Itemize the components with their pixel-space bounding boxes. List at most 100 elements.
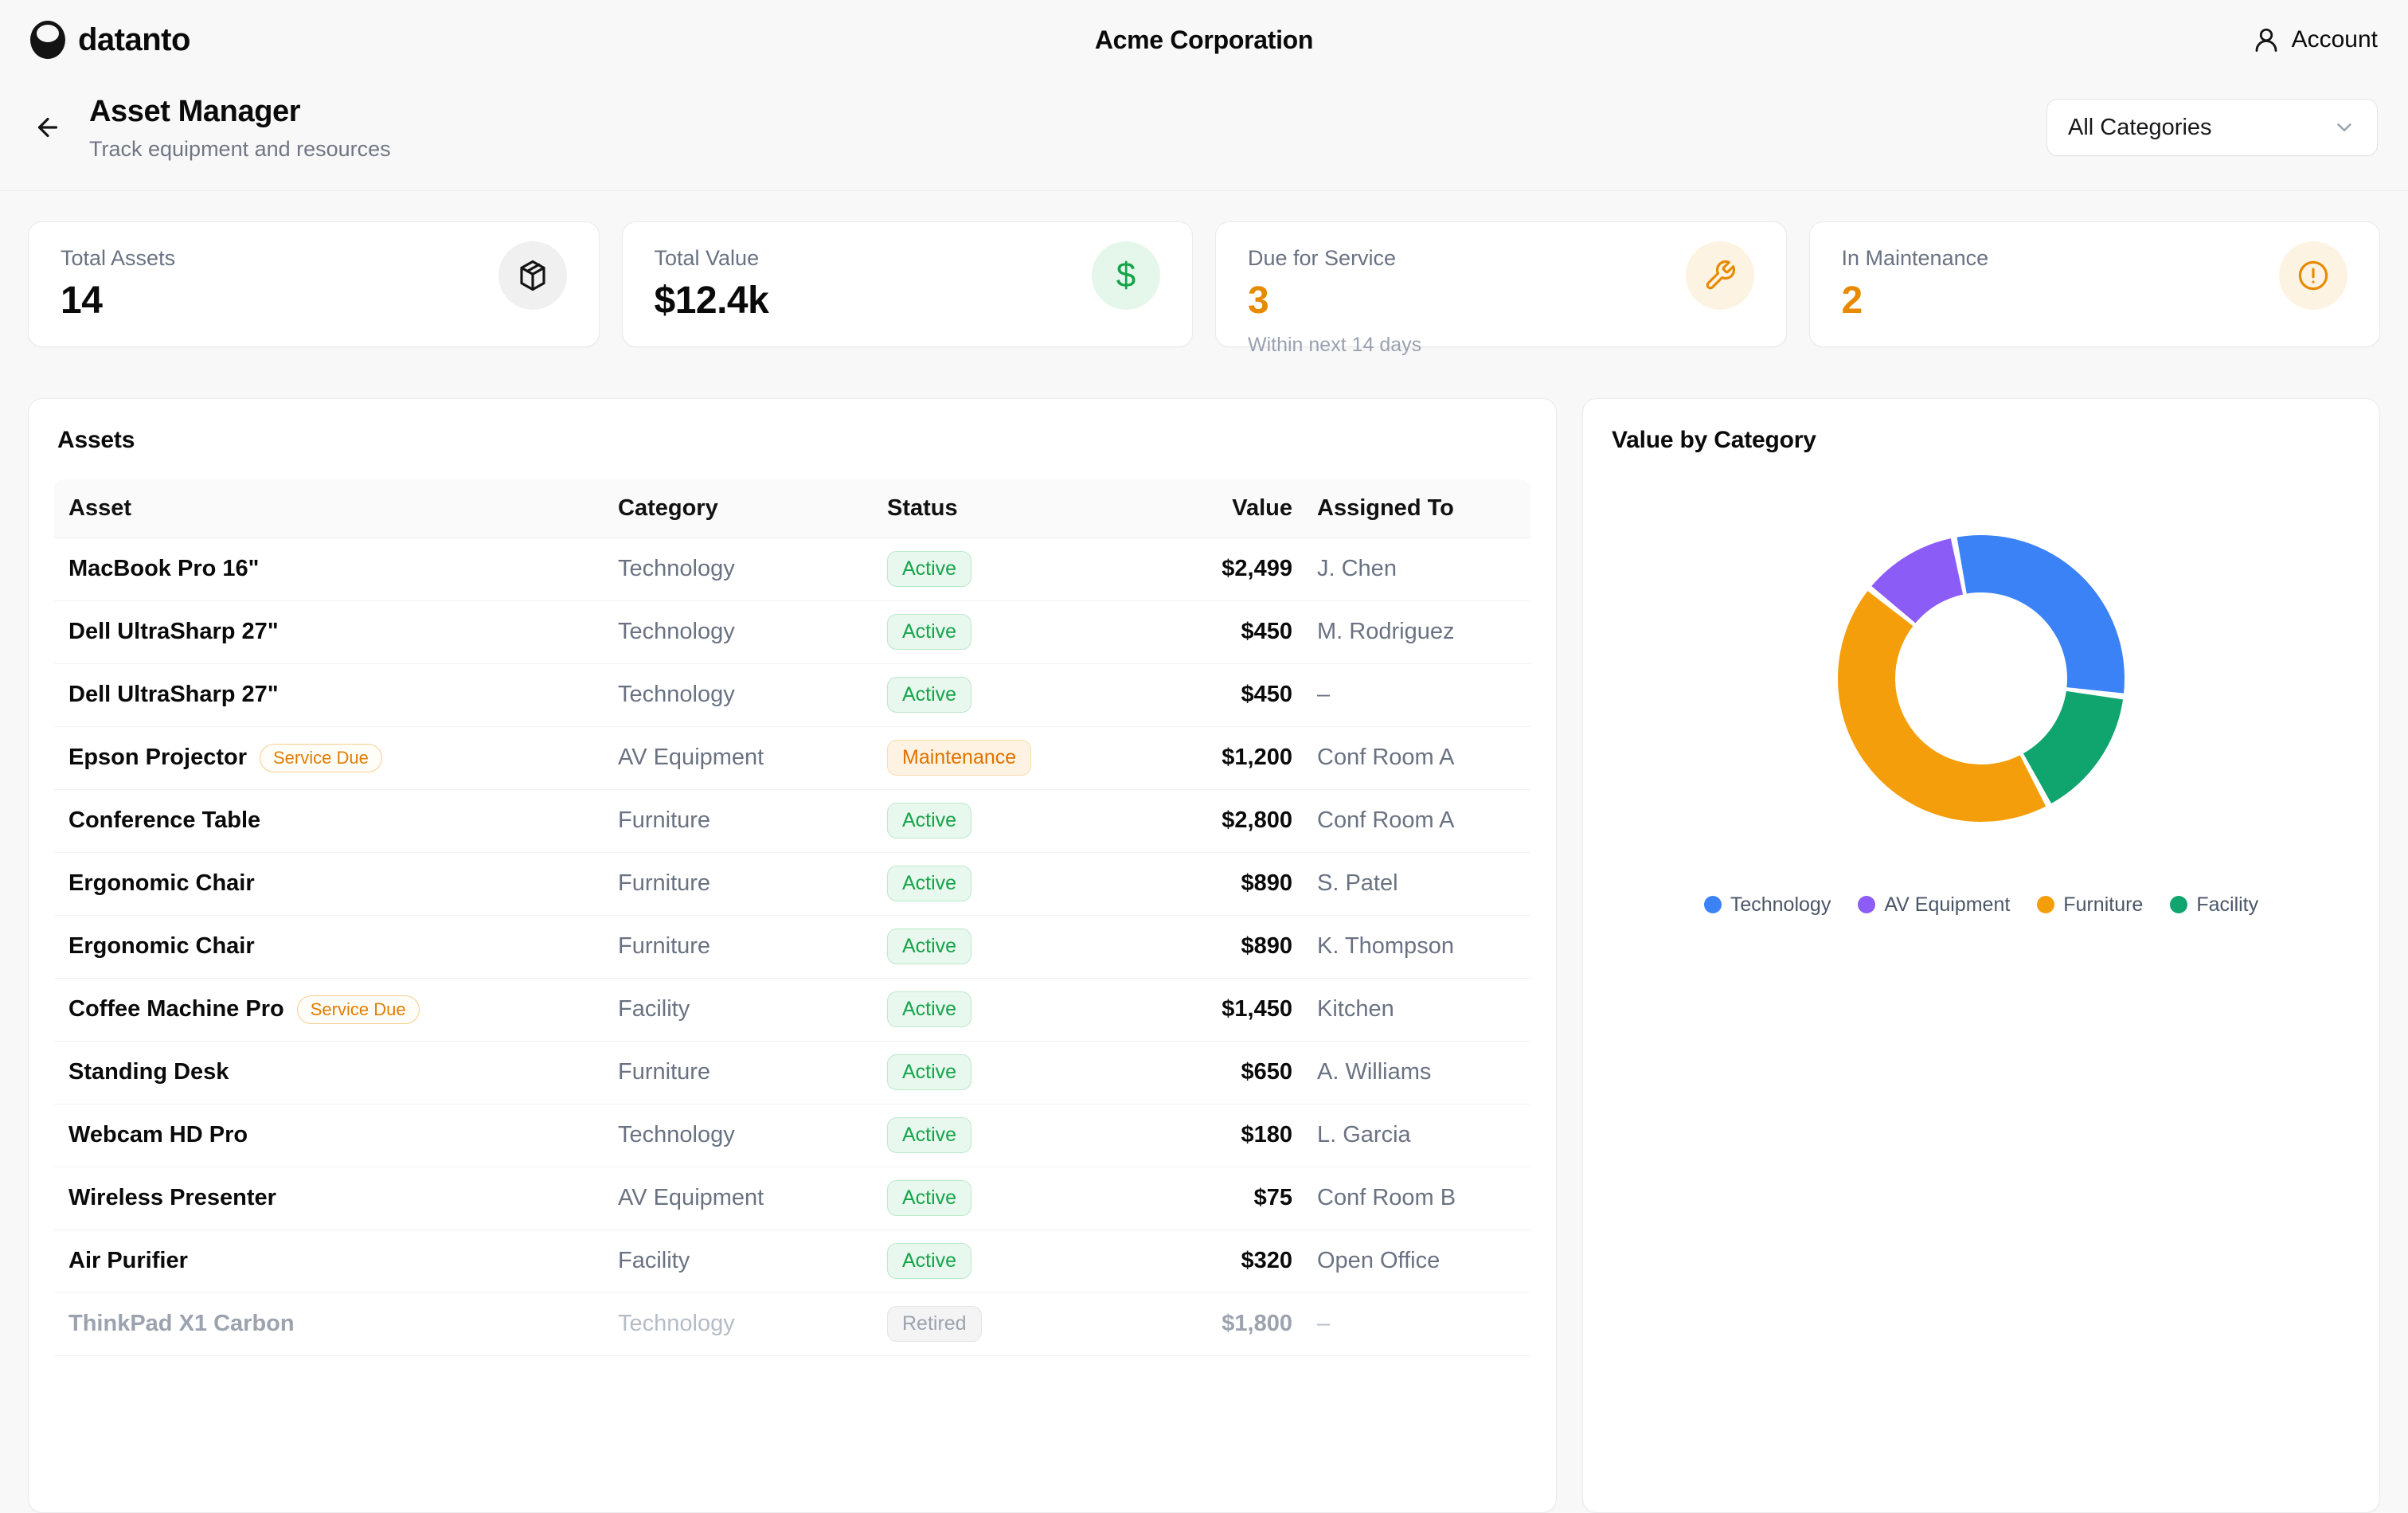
brand: datanto bbox=[30, 21, 190, 59]
service-due-badge: Service Due bbox=[296, 995, 420, 1024]
category-cell: Technology bbox=[618, 1122, 735, 1148]
asset-name: Ergonomic Chair bbox=[68, 933, 255, 960]
status-cell: Active bbox=[887, 929, 1102, 965]
category-cell: Facility bbox=[618, 996, 690, 1022]
category-cell: Technology bbox=[618, 682, 735, 708]
package-icon bbox=[498, 240, 567, 310]
asset-name: Dell UltraSharp 27" bbox=[68, 682, 279, 708]
account-button[interactable]: Account bbox=[2252, 25, 2378, 54]
user-icon bbox=[2255, 28, 2277, 52]
donut-segment-furniture bbox=[1838, 590, 2046, 822]
stat-label: Total Assets bbox=[61, 245, 176, 270]
wrench-icon bbox=[1685, 240, 1754, 310]
stat-card-total-assets: Total Assets 14 bbox=[28, 221, 600, 347]
status-cell: Active bbox=[887, 866, 1102, 902]
asset-cell: Standing Desk bbox=[54, 1059, 618, 1085]
page-subtitle: Track equipment and resources bbox=[89, 136, 391, 161]
value-cell: $890 bbox=[1241, 870, 1292, 897]
table-row[interactable]: Coffee Machine Pro Service Due Facility Act… bbox=[54, 979, 1530, 1042]
legend-label: Furniture bbox=[2063, 893, 2144, 916]
status-badge: Active bbox=[887, 677, 972, 713]
status-badge: Active bbox=[887, 551, 972, 588]
assets-table: Asset Category Status Value Assigned To … bbox=[54, 479, 1530, 1356]
value-cell: $450 bbox=[1241, 619, 1292, 645]
legend-dot bbox=[1703, 896, 1722, 914]
table-header: Asset Category Status Value Assigned To bbox=[54, 479, 1530, 538]
table-row[interactable]: Epson Projector Service Due AV Equipment Ma… bbox=[54, 727, 1530, 790]
value-cell: $1,800 bbox=[1222, 1311, 1292, 1337]
stat-value: $12.4k bbox=[654, 279, 769, 322]
column-header-value: Value bbox=[1232, 495, 1292, 521]
table-row[interactable]: Ergonomic Chair Furniture Active $890 K. Tho… bbox=[54, 916, 1530, 979]
main-content: Assets Asset Category Status Value Assig… bbox=[0, 347, 2408, 1513]
table-row[interactable]: Ergonomic Chair Furniture Active $890 S. Pat… bbox=[54, 853, 1530, 916]
category-cell: Furniture bbox=[618, 933, 711, 960]
page-title: Asset Manager bbox=[89, 95, 301, 128]
status-badge: Active bbox=[887, 866, 972, 902]
alert-circle-icon bbox=[2279, 240, 2347, 310]
chart-legend: Technology AV Equipment Furniture Facility bbox=[1609, 893, 2354, 917]
table-row[interactable]: MacBook Pro 16" Technology Active $2,499 J. … bbox=[54, 538, 1530, 601]
value-cell: $1,200 bbox=[1222, 745, 1292, 771]
donut-segment-technology bbox=[1956, 534, 2125, 694]
asset-cell: Epson Projector Service Due bbox=[54, 743, 618, 772]
status-cell: Retired bbox=[887, 1306, 1102, 1343]
value-cell: $2,800 bbox=[1222, 807, 1292, 834]
legend-dot bbox=[2170, 896, 2188, 914]
stat-caption: Within next 14 days bbox=[1248, 333, 1422, 356]
assigned-cell: – bbox=[1317, 682, 1331, 708]
category-cell: Furniture bbox=[618, 870, 711, 897]
category-cell: Facility bbox=[618, 1248, 690, 1274]
table-row[interactable]: ThinkPad X1 Carbon Technology Retired $1,80… bbox=[54, 1293, 1530, 1356]
status-cell: Active bbox=[887, 991, 1102, 1028]
asset-name: Air Purifier bbox=[68, 1248, 188, 1274]
value-cell: $1,450 bbox=[1222, 996, 1292, 1022]
chart-panel: Value by Category Technology AV Equipment… bbox=[1582, 397, 2380, 1513]
table-row[interactable]: Webcam HD Pro Technology Active $180 L. Garc… bbox=[54, 1104, 1530, 1167]
table-row[interactable]: Wireless Presenter AV Equipment Active $75 C… bbox=[54, 1167, 1530, 1230]
value-cell: $320 bbox=[1241, 1248, 1292, 1274]
value-cell: $180 bbox=[1241, 1122, 1292, 1148]
assigned-cell: Open Office bbox=[1317, 1248, 1440, 1274]
stat-value: 14 bbox=[61, 279, 103, 322]
table-row[interactable]: Dell UltraSharp 27" Technology Active $450– bbox=[54, 664, 1530, 727]
assigned-cell: A. Williams bbox=[1317, 1059, 1432, 1085]
status-cell: Maintenance bbox=[887, 740, 1102, 776]
status-badge: Retired bbox=[887, 1306, 982, 1343]
stat-value: 2 bbox=[1841, 279, 1863, 322]
assets-panel: Assets Asset Category Status Value Assig… bbox=[28, 397, 1557, 1513]
status-cell: Active bbox=[887, 551, 1102, 588]
back-button[interactable] bbox=[30, 110, 65, 145]
column-header-category: Category bbox=[618, 495, 718, 521]
asset-name: Epson Projector bbox=[68, 745, 247, 771]
stat-label: Due for Service bbox=[1248, 245, 1397, 270]
value-cell: $450 bbox=[1241, 682, 1292, 708]
category-cell: Furniture bbox=[618, 807, 711, 834]
column-header-status: Status bbox=[887, 495, 958, 521]
page-header: Asset Manager Track equipment and resour… bbox=[0, 80, 2408, 191]
category-cell: Furniture bbox=[618, 1059, 711, 1085]
table-row[interactable]: Conference Table Furniture Active $2,800 Con… bbox=[54, 790, 1530, 853]
asset-name: Standing Desk bbox=[68, 1059, 229, 1085]
table-row[interactable]: Standing Desk Furniture Active $650 A. Willi… bbox=[54, 1042, 1530, 1104]
status-badge: Active bbox=[887, 1243, 972, 1280]
asset-cell: Coffee Machine Pro Service Due bbox=[54, 995, 618, 1024]
asset-name: Ergonomic Chair bbox=[68, 870, 255, 897]
status-badge: Active bbox=[887, 929, 972, 965]
table-row[interactable]: Air Purifier Facility Active $320 Open Offic… bbox=[54, 1230, 1530, 1293]
table-row[interactable]: Dell UltraSharp 27" Technology Active $450 M… bbox=[54, 601, 1530, 664]
status-badge: Maintenance bbox=[887, 740, 1032, 776]
assigned-cell: Conf Room A bbox=[1317, 807, 1455, 834]
legend-item-technology: Technology bbox=[1703, 893, 1831, 917]
status-cell: Active bbox=[887, 1180, 1102, 1217]
asset-name: ThinkPad X1 Carbon bbox=[68, 1311, 295, 1337]
assigned-cell: Conf Room A bbox=[1317, 745, 1455, 771]
status-cell: Active bbox=[887, 677, 1102, 713]
status-badge: Active bbox=[887, 614, 972, 651]
asset-cell: Ergonomic Chair bbox=[54, 933, 618, 960]
category-filter[interactable]: All Categories bbox=[2046, 99, 2378, 157]
assigned-cell: – bbox=[1317, 1311, 1331, 1337]
chevron-down-icon bbox=[2337, 123, 2351, 132]
legend-item-av-equipment: AV Equipment bbox=[1858, 893, 2010, 917]
value-cell: $890 bbox=[1241, 933, 1292, 960]
